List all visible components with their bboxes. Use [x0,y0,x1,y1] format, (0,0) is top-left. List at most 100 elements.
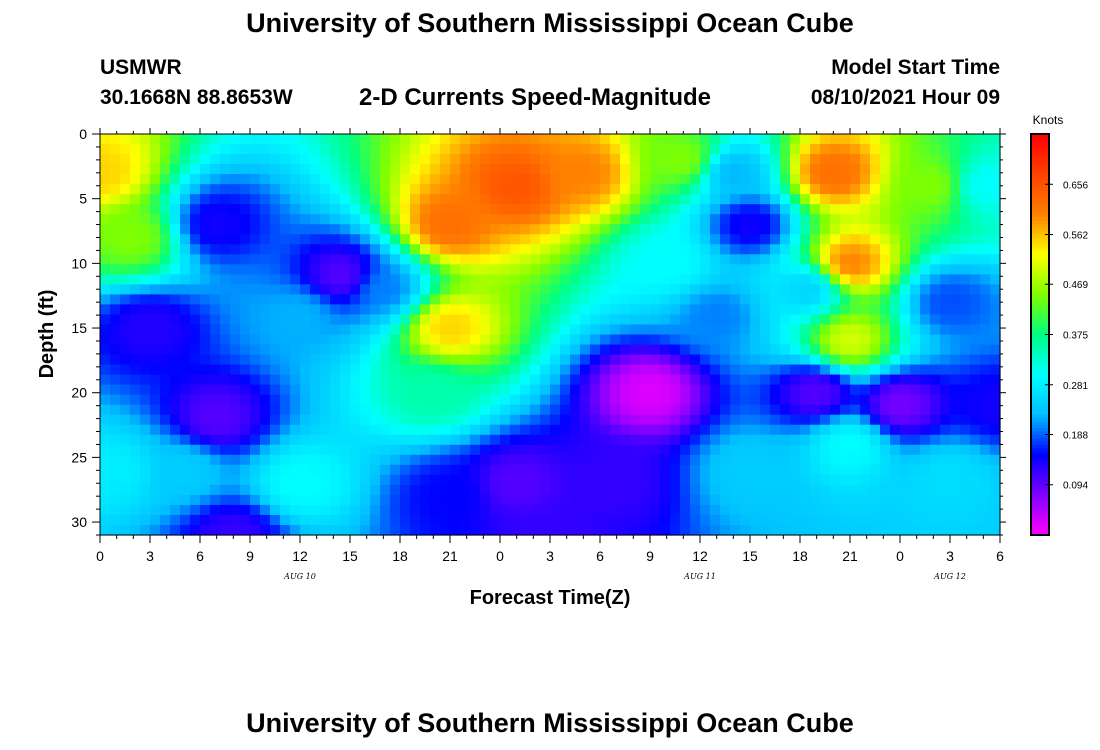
heatmap-cell [350,254,361,265]
heatmap-cell [660,284,671,296]
heatmap-cell [260,164,271,175]
heatmap-cell [140,294,151,306]
colorbar-swatch [1031,301,1049,306]
heatmap-cell [580,264,591,275]
heatmap-cell [460,484,471,496]
colorbar-swatch [1031,327,1049,332]
heatmap-cell [470,184,481,195]
heatmap-cell [910,164,921,175]
heatmap-cell [790,474,801,486]
heatmap-cell [530,154,541,165]
heatmap-cell [240,454,251,466]
heatmap-cell [920,394,931,406]
colorbar-swatch [1031,177,1049,182]
heatmap-cell [280,474,291,486]
heatmap-cell [940,404,951,416]
heatmap-cell [960,174,971,185]
model-start-label: Model Start Time [831,56,1000,79]
heatmap-cell [660,264,671,275]
heatmap-cell [790,414,801,426]
heatmap-cell [110,204,121,215]
heatmap-cell [420,274,431,285]
heatmap-cell [740,354,751,366]
heatmap-cell [710,134,721,145]
heatmap-cell [310,184,321,195]
heatmap-cell [500,264,511,275]
heatmap-cell [380,444,391,456]
heatmap-cell [180,364,191,376]
heatmap-cell [640,284,651,296]
heatmap-cell [130,154,141,165]
heatmap-cell [120,514,131,526]
heatmap-cell [620,454,631,466]
heatmap-cell [350,424,361,436]
heatmap-cell [260,414,271,426]
heatmap-cell [780,234,791,245]
heatmap-cell [880,524,891,536]
heatmap-cell [120,224,131,235]
heatmap-cell [930,514,941,526]
heatmap-cell [890,424,901,436]
heatmap-cell [290,414,301,426]
heatmap-cell [610,444,621,456]
heatmap-cell [380,174,391,185]
heatmap-cell [640,464,651,476]
colorbar-swatch [1031,528,1049,533]
heatmap-cell [790,284,801,296]
heatmap-cell [970,314,981,326]
heatmap-cell [990,504,1001,516]
heatmap-cell [380,434,391,446]
heatmap-cell [530,324,541,336]
heatmap-cell [410,314,421,326]
heatmap-cell [400,264,411,275]
heatmap-cell [810,134,821,145]
heatmap-cell [360,494,371,506]
heatmap-cell [660,434,671,446]
heatmap-cell [540,204,551,215]
heatmap-cell [980,294,991,306]
heatmap-cell [670,344,681,356]
heatmap-cell [530,254,541,265]
heatmap-cell [960,284,971,296]
heatmap-cell [870,174,881,185]
heatmap-cell [820,144,831,155]
heatmap-cell [940,334,951,346]
heatmap-cell [260,354,271,366]
heatmap-cell [780,494,791,506]
heatmap-cell [470,194,481,205]
heatmap-cell [630,504,641,516]
heatmap-cell [270,524,281,536]
heatmap-cell [860,314,871,326]
heatmap-cell [110,424,121,436]
heatmap-cell [110,334,121,346]
heatmap-cell [490,484,501,496]
heatmap-cell [590,274,601,285]
x-axis-label: Forecast Time(Z) [470,587,631,609]
heatmap-cell [390,144,401,155]
heatmap-cell [160,414,171,426]
heatmap-cell [360,254,371,265]
heatmap-cell [380,324,391,336]
heatmap-cell [920,464,931,476]
heatmap-cell [730,294,741,306]
heatmap-cell [640,364,651,376]
heatmap-cell [870,224,881,235]
heatmap-cell [480,194,491,205]
heatmap-cell [370,404,381,416]
heatmap-cell [560,254,571,265]
heatmap-cell [850,414,861,426]
heatmap-cell [230,234,241,245]
heatmap-cell [180,524,191,536]
colorbar-swatch [1031,421,1049,426]
heatmap-cell [540,414,551,426]
heatmap-cell [470,314,481,326]
heatmap-cell [770,404,781,416]
heatmap-cell [590,184,601,195]
heatmap-cell [890,184,901,195]
heatmap-cell [540,334,551,346]
heatmap-cell [750,274,761,285]
heatmap-cell [650,354,661,366]
heatmap-cell [780,184,791,195]
heatmap-cell [580,394,591,406]
heatmap-cell [130,514,141,526]
